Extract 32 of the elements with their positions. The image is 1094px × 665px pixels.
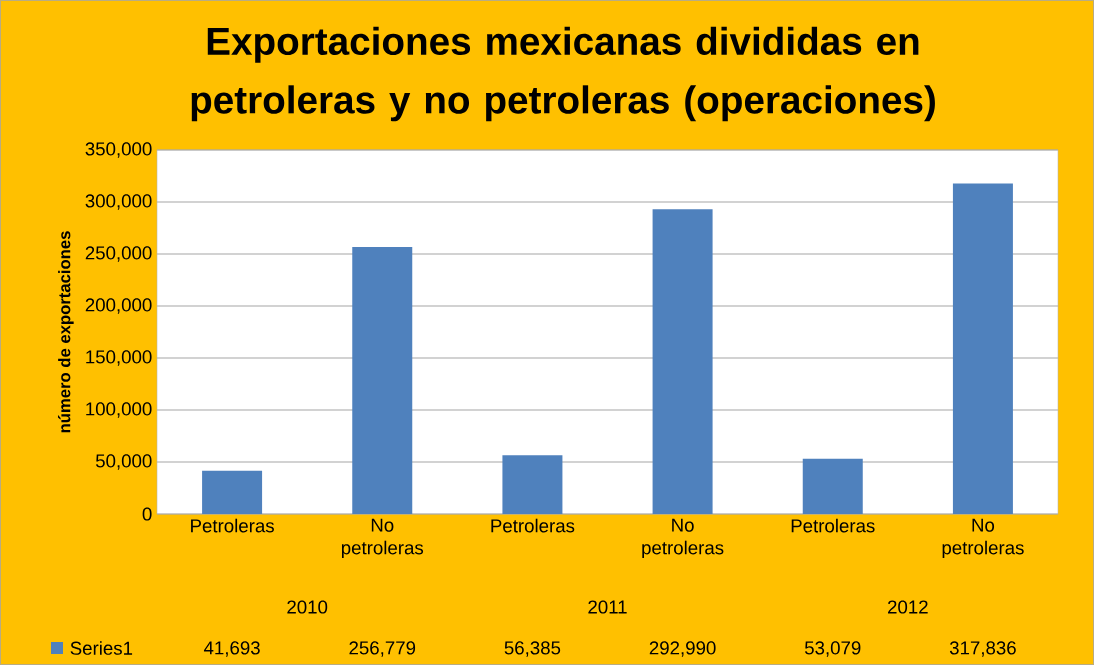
text: 2012 [888,600,928,614]
bar [802,458,863,514]
y-tick-label: 150,000 [86,350,152,366]
bar [952,183,1013,514]
y-tick-label: 250,000 [85,246,152,262]
x-tick-label: No petroleras [642,518,724,559]
data-label: 41,693 [203,641,260,657]
data-label: 317,836 [949,641,1016,657]
bar [502,455,563,514]
y-tick-label: 300,000 [85,194,152,210]
bar [352,246,413,514]
y-axis-title: número de exportaciones [57,231,74,433]
x-tick-label: Petroleras [791,518,875,533]
y-tick-label: 350,000 [85,142,152,158]
y-tick-label: 200,000 [85,298,152,314]
data-label: 53,079 [804,641,861,657]
y-tick-label: 100,000 [86,402,152,418]
bar [202,470,263,514]
y-tick-label: 0 [142,507,152,521]
y-tick-label: 50,000 [95,454,152,470]
data-label: 56,385 [504,641,561,657]
x-tick-label: Petroleras [191,518,274,533]
x-tick-label: No petroleras [942,518,1024,559]
text: 2011 [588,600,627,614]
legend-label: Series1 [70,641,133,655]
text: 2010 [287,600,328,614]
data-label: 256,779 [349,641,416,657]
x-tick-label: No petroleras [341,518,424,559]
chart-title: Exportaciones mexicanas divididas en petroleras y no petroleras (operaciones) [191,26,935,122]
bar [652,209,713,514]
data-label: 292,990 [649,641,716,657]
x-tick-label: Petroleras [491,518,575,533]
